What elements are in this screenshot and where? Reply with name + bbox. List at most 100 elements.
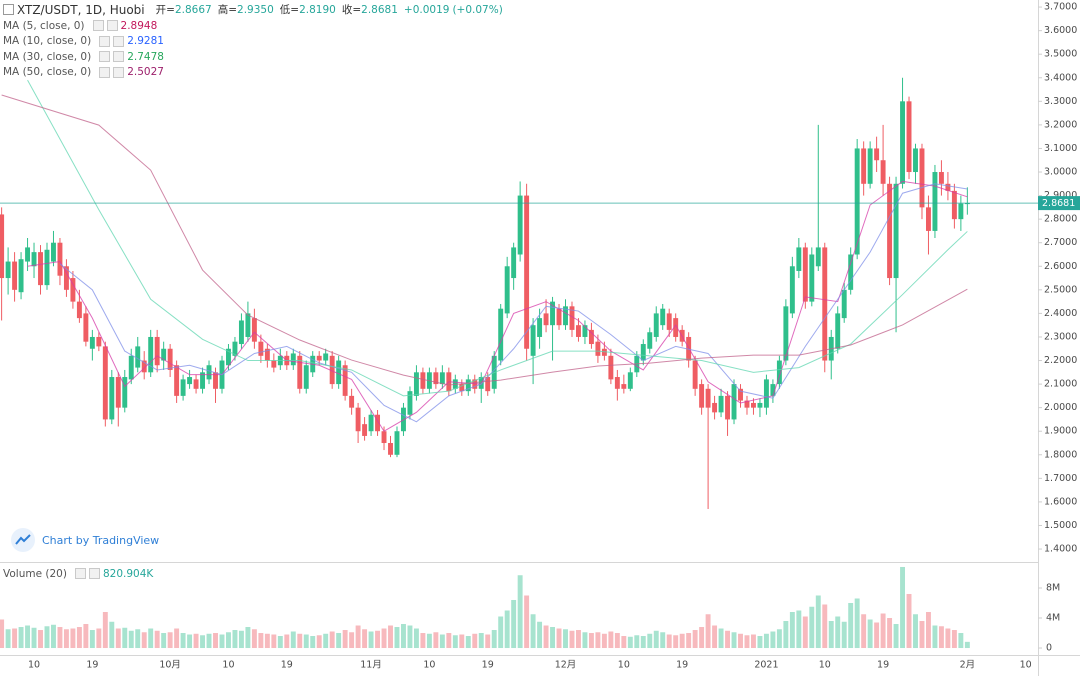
volume-bar — [653, 630, 659, 649]
volume-bar — [193, 633, 199, 649]
candle-body — [368, 414, 374, 432]
volume-bar — [608, 631, 614, 649]
volume-bar — [342, 630, 348, 649]
candle-body — [161, 348, 167, 361]
candle-body — [238, 320, 244, 345]
y-tick-label: 1.4000 — [1044, 544, 1077, 555]
volume-bar — [174, 628, 180, 649]
volume-bar — [576, 630, 581, 649]
volume-bar — [310, 636, 316, 649]
x-tick-label: 10 — [618, 660, 630, 671]
ma-line — [27, 79, 968, 397]
ohlc-value: 2.8667 — [174, 3, 212, 16]
settings-icon — [99, 51, 111, 63]
candle-body — [362, 424, 368, 436]
volume-bar — [673, 635, 679, 649]
candle-body — [550, 301, 556, 326]
candle-body — [12, 261, 18, 290]
x-tick-label: 19 — [281, 660, 293, 671]
volume-bar — [874, 622, 880, 649]
volume-bar — [815, 595, 821, 649]
volume-bar — [238, 630, 244, 649]
candle-body — [148, 336, 154, 373]
candle-body — [802, 247, 808, 302]
candle-body — [699, 384, 705, 408]
volume-bar — [498, 616, 504, 649]
x-tick-label: 19 — [877, 660, 889, 671]
volume-bar — [284, 634, 290, 649]
volume-bar — [180, 633, 186, 649]
volume-bar — [109, 621, 115, 649]
x-tick-label: 11月 — [360, 660, 382, 671]
y-tick-label: 4M — [1046, 613, 1060, 624]
volume-bar — [809, 606, 815, 649]
volume-bar — [537, 621, 543, 649]
close-icon — [106, 20, 118, 31]
volume-bar — [621, 636, 627, 649]
candle-body — [835, 313, 841, 349]
candle-body — [251, 318, 257, 342]
ma-name: MA (10, close, 0) — [3, 35, 92, 48]
volume-bar — [381, 628, 387, 649]
candle-body — [122, 377, 128, 408]
candle-body — [913, 148, 918, 173]
volume-bar — [854, 598, 860, 649]
ma-value: 2.9281 — [127, 35, 164, 48]
volume-bar — [796, 610, 802, 649]
volume-title: Volume (20) — [3, 567, 67, 580]
candle-body — [200, 372, 206, 389]
ma-name: MA (50, close, 0) — [3, 66, 92, 79]
volume-bar — [459, 634, 465, 649]
close-icon — [113, 51, 125, 63]
candle-body — [718, 395, 724, 413]
candle-body — [245, 313, 251, 337]
candle-body — [595, 341, 601, 356]
candle-body — [848, 254, 854, 290]
volume-bar — [57, 627, 63, 649]
volume-bar — [900, 566, 906, 649]
volume-value: 820.904K — [102, 567, 154, 580]
volume-bar — [368, 631, 374, 649]
change: +0.0019 — [403, 3, 450, 16]
candle-body — [738, 388, 743, 401]
candle-body — [647, 332, 653, 349]
volume-bar — [725, 630, 731, 649]
candle-body — [303, 365, 309, 389]
change-pct: (+0.07%) — [452, 3, 503, 16]
candle-body — [63, 266, 69, 290]
candle-body — [485, 377, 491, 392]
settings-icon — [99, 66, 111, 78]
y-tick-label: 8M — [1046, 582, 1060, 593]
y-tick-label: 2.0000 — [1044, 402, 1077, 413]
volume-bar — [44, 626, 50, 649]
volume-bar — [63, 629, 69, 649]
volume-bar — [569, 630, 575, 649]
volume-bar — [835, 616, 841, 649]
ma-line — [59, 183, 968, 423]
candle-body — [297, 355, 303, 389]
volume-bar — [336, 633, 342, 649]
candle-body — [945, 183, 951, 191]
volume-bar — [705, 614, 711, 649]
x-tick-label: 10月 — [159, 660, 181, 671]
volume-bar — [770, 631, 776, 649]
y-tick-label: 2.5000 — [1044, 284, 1077, 295]
x-tick-label: 19 — [86, 660, 98, 671]
watermark: Chart by TradingView — [10, 527, 159, 553]
volume-bar — [362, 629, 368, 649]
candle-body — [459, 384, 465, 392]
candle-body — [958, 203, 964, 220]
candle-body — [76, 301, 82, 319]
ma-line — [1, 94, 968, 386]
y-tick-label: 3.1000 — [1044, 143, 1077, 154]
volume-bar — [738, 633, 743, 649]
candle-body — [880, 160, 886, 184]
candle-body — [744, 400, 750, 408]
candle-body — [621, 384, 627, 389]
volume-bar — [563, 629, 568, 649]
volume-bar — [861, 614, 867, 649]
watermark-logo — [11, 528, 35, 552]
y-tick-label: 3.0000 — [1044, 167, 1077, 178]
volume-bar — [556, 628, 562, 649]
volume-bar — [303, 634, 309, 649]
